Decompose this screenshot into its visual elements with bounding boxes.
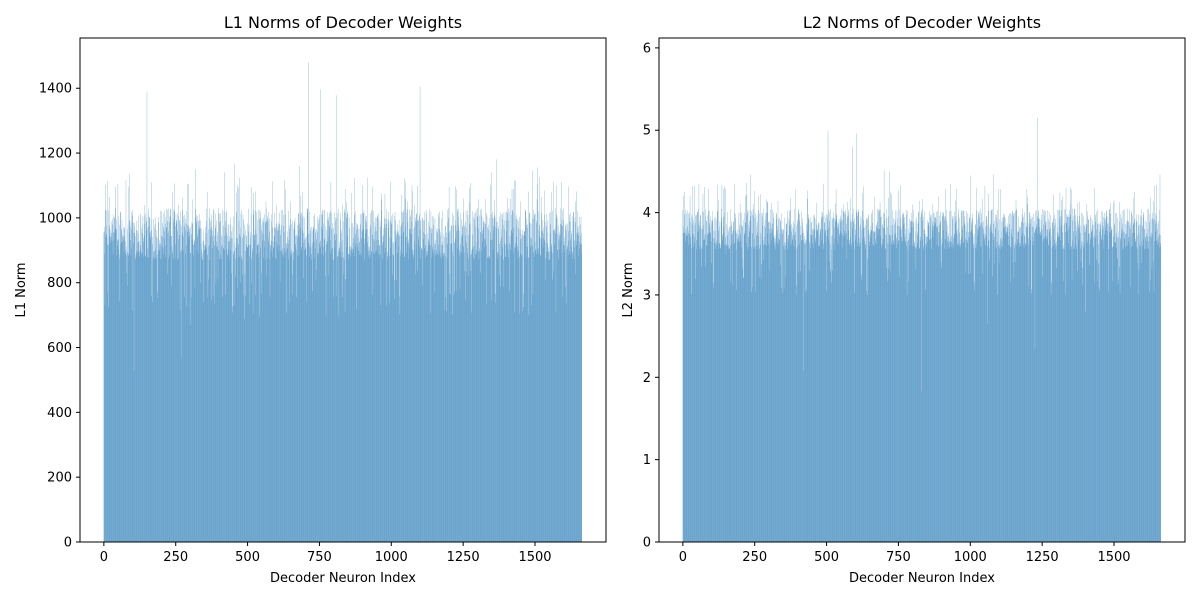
bars-group bbox=[682, 117, 1161, 543]
x-tick-label: 0 bbox=[679, 550, 687, 565]
x-tick-label: 250 bbox=[163, 550, 188, 565]
y-axis-ticks: 0 200 400 600 800 1000 1200 1400 bbox=[39, 82, 80, 551]
y-tick-label: 6 bbox=[643, 41, 651, 56]
y-tick-label: 2 bbox=[643, 371, 651, 386]
y-tick-label: 200 bbox=[47, 471, 72, 486]
y-axis-label: L1 Norm bbox=[14, 262, 29, 317]
x-tick-label: 500 bbox=[814, 550, 839, 565]
x-tick-label: 250 bbox=[742, 550, 767, 565]
bars-group bbox=[103, 62, 582, 543]
y-tick-label: 800 bbox=[47, 276, 72, 291]
y-axis-label: L2 Norm bbox=[621, 262, 636, 317]
y-axis-ticks: 0 1 2 3 4 5 6 bbox=[643, 41, 659, 551]
y-tick-label: 0 bbox=[643, 536, 651, 551]
x-axis-label: Decoder Neuron Index bbox=[270, 571, 416, 586]
plot-frame bbox=[658, 37, 1186, 543]
x-tick-label: 1000 bbox=[375, 550, 408, 565]
y-tick-label: 5 bbox=[643, 124, 651, 139]
y-tick-label: 1200 bbox=[39, 147, 72, 162]
x-tick-label: 750 bbox=[886, 550, 911, 565]
x-tick-label: 1000 bbox=[954, 550, 987, 565]
y-tick-label: 3 bbox=[643, 288, 651, 303]
l2-norms-chart: L2 Norms of Decoder Weights 0 1 2 3 4 5 6 0 250… bbox=[621, 13, 1186, 586]
x-tick-label: 500 bbox=[235, 550, 260, 565]
y-tick-label: 1000 bbox=[39, 211, 72, 226]
y-tick-label: 600 bbox=[47, 341, 72, 356]
x-tick-label: 1250 bbox=[1026, 550, 1059, 565]
y-tick-label: 0 bbox=[64, 536, 72, 551]
l1-norms-chart: L1 Norms of Decoder Weights 0 200 400 600 80… bbox=[14, 13, 607, 586]
chart-title: L2 Norms of Decoder Weights bbox=[803, 13, 1041, 32]
x-tick-label: 750 bbox=[307, 550, 332, 565]
y-tick-label: 1 bbox=[643, 453, 651, 468]
x-tick-label: 1500 bbox=[518, 550, 551, 565]
y-tick-label: 1400 bbox=[39, 82, 72, 97]
y-tick-label: 400 bbox=[47, 406, 72, 421]
x-tick-label: 0 bbox=[100, 550, 108, 565]
plot-frame bbox=[79, 37, 607, 543]
chart-title: L1 Norms of Decoder Weights bbox=[224, 13, 462, 32]
y-tick-label: 4 bbox=[643, 206, 651, 221]
x-axis-label: Decoder Neuron Index bbox=[849, 571, 995, 586]
x-tick-label: 1500 bbox=[1097, 550, 1130, 565]
x-tick-label: 1250 bbox=[447, 550, 480, 565]
x-axis-ticks: 0 250 500 750 1000 1250 1500 bbox=[679, 542, 1131, 565]
x-axis-ticks: 0 250 500 750 1000 1250 1500 bbox=[100, 542, 552, 565]
